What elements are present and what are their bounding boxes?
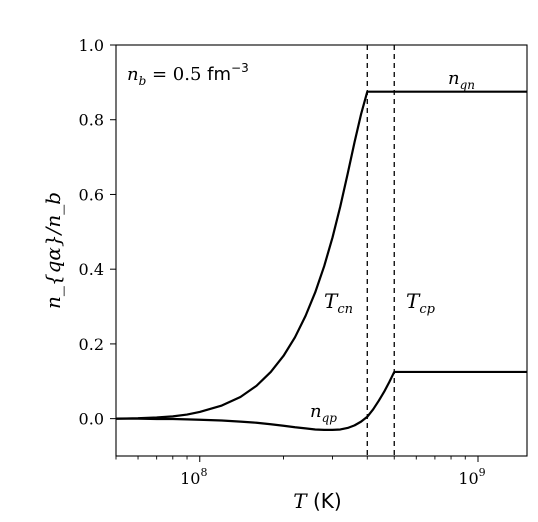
series-label-qn: nqn <box>448 68 475 92</box>
y-tick-label: 0.8 <box>79 111 104 130</box>
y-tick-label: 0.4 <box>79 260 104 279</box>
axes-frame <box>115 44 528 457</box>
y-tick-label: 1.0 <box>79 36 104 55</box>
x-tick-label: 108 <box>180 466 207 488</box>
y-tick-label: 0.0 <box>79 410 104 429</box>
x-tick-label: 109 <box>458 466 485 488</box>
y-tick-label: 0.6 <box>79 185 104 204</box>
y-axis-label: n_{qα}/n_b <box>41 192 65 309</box>
density-annotation: nb = 0.5 fm−3 <box>127 61 249 88</box>
x-axis-label: T (K) <box>293 489 341 513</box>
y-tick-label: 0.2 <box>79 335 104 354</box>
series-line-qp <box>116 370 527 431</box>
vline-label-cp: Tcp <box>406 289 436 317</box>
series-label-qp: nqp <box>310 401 337 425</box>
vline-label-cn: Tcn <box>324 289 353 317</box>
series-line-qn <box>115 90 527 420</box>
